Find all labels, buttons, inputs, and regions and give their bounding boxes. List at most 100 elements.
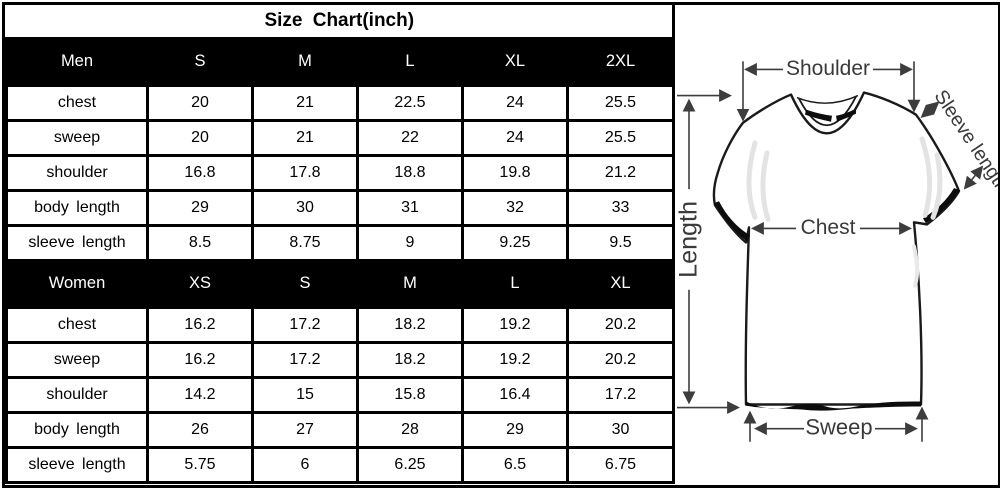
group-label-men: Men: [5, 36, 149, 87]
value-cell: 14.2: [146, 375, 254, 414]
value-cell: 25.5: [566, 83, 675, 122]
sleeve-length-arrow-bottom: [963, 165, 984, 190]
table-row: sleeve length 8.5 8.75 9 9.25 9.5: [5, 223, 675, 262]
size-header-cell: M: [251, 36, 359, 87]
table-row: chest 16.2 17.2 18.2 19.2 20.2: [5, 305, 675, 344]
value-cell: 19.8: [461, 153, 569, 192]
value-cell: 5.75: [146, 445, 254, 484]
value-cell: 24: [461, 118, 569, 157]
value-cell: 27: [251, 410, 359, 449]
row-label-cell: shoulder: [5, 375, 149, 414]
value-cell: 9.5: [566, 223, 675, 262]
value-cell: 21: [251, 118, 359, 157]
wrinkle-line: [912, 244, 920, 288]
hem-accent: [746, 401, 921, 411]
left-cuff-accent: [714, 201, 750, 242]
sweep-label: Sweep: [805, 414, 872, 439]
size-chart-table: Size Chart(inch) Men S M L XL 2XL chest …: [5, 5, 675, 484]
wrinkle-line: [760, 150, 771, 222]
size-header-cell: S: [146, 36, 254, 87]
row-label-cell: shoulder: [5, 153, 149, 192]
value-cell: 17.2: [251, 340, 359, 379]
value-cell: 25.5: [566, 118, 675, 157]
table-row: sweep 20 21 22 24 25.5: [5, 118, 675, 157]
sweep-measure: Sweep: [743, 406, 929, 442]
value-cell: 24: [461, 83, 569, 122]
table-row: body length 29 30 31 32 33: [5, 188, 675, 227]
value-cell: 8.75: [251, 223, 359, 262]
value-cell: 29: [146, 188, 254, 227]
shoulder-label: Shoulder: [786, 57, 870, 80]
tshirt-diagram-svg: Shoulder Sleeve length Length: [675, 57, 998, 442]
table-title-row: Size Chart(inch): [7, 5, 674, 38]
value-cell: 33: [566, 188, 675, 227]
value-cell: 16.2: [146, 340, 254, 379]
value-cell: 21: [251, 83, 359, 122]
men-header-row: Men S M L XL 2XL: [5, 36, 675, 87]
value-cell: 19.2: [461, 305, 569, 344]
value-cell: 31: [356, 188, 464, 227]
row-label-cell: chest: [5, 83, 149, 122]
value-cell: 21.2: [566, 153, 675, 192]
value-cell: 6.5: [461, 445, 569, 484]
value-cell: 18.8: [356, 153, 464, 192]
chest-measure: Chest: [751, 216, 912, 239]
wrinkle-line: [930, 152, 943, 220]
row-label-cell: sleeve length: [5, 223, 149, 262]
value-cell: 28: [356, 410, 464, 449]
wrinkle-line: [919, 136, 933, 218]
size-header-cell: L: [461, 258, 569, 309]
sleeve-length-arrow-top: [920, 101, 940, 118]
value-cell: 15.8: [356, 375, 464, 414]
wrinkle-line: [746, 140, 758, 220]
women-header-row: Women XS S M L XL: [5, 258, 675, 309]
collar-back-line: [796, 94, 859, 104]
row-label-cell: body length: [5, 410, 149, 449]
value-cell: 26: [146, 410, 254, 449]
value-cell: 6: [251, 445, 359, 484]
chest-label: Chest: [801, 216, 856, 239]
value-cell: 16.8: [146, 153, 254, 192]
row-label-cell: sweep: [5, 118, 149, 157]
value-cell: 16.2: [146, 305, 254, 344]
tshirt-illustration: [712, 91, 961, 411]
value-cell: 18.2: [356, 305, 464, 344]
size-header-cell: XS: [146, 258, 254, 309]
table-row: shoulder 16.8 17.8 18.8 19.8 21.2: [5, 153, 675, 192]
size-header-cell: M: [356, 258, 464, 309]
table-row: shoulder 14.2 15 15.8 16.4 17.2: [5, 375, 675, 414]
size-header-cell: L: [356, 36, 464, 87]
value-cell: 30: [566, 410, 675, 449]
collar-shadow-left: [805, 109, 832, 122]
group-label-women: Women: [5, 258, 149, 309]
size-header-cell: S: [251, 258, 359, 309]
value-cell: 20: [146, 118, 254, 157]
size-header-cell: XL: [566, 258, 675, 309]
table-row: sweep 16.2 17.2 18.2 19.2 20.2: [5, 340, 675, 379]
collar-inner-arc: [798, 96, 857, 127]
row-label-cell: body length: [5, 188, 149, 227]
length-measure: Length: [675, 89, 740, 414]
value-cell: 18.2: [356, 340, 464, 379]
value-cell: 30: [251, 188, 359, 227]
value-cell: 22: [356, 118, 464, 157]
value-cell: 8.5: [146, 223, 254, 262]
size-header-cell: 2XL: [566, 36, 675, 87]
row-label-cell: chest: [5, 305, 149, 344]
table-title: Size Chart(inch): [264, 9, 415, 31]
value-cell: 17.8: [251, 153, 359, 192]
table-row: chest 20 21 22.5 24 25.5: [5, 83, 675, 122]
length-label: Length: [675, 201, 703, 278]
value-cell: 16.4: [461, 375, 569, 414]
value-cell: 17.2: [566, 375, 675, 414]
value-cell: 20.2: [566, 340, 675, 379]
value-cell: 17.2: [251, 305, 359, 344]
value-cell: 32: [461, 188, 569, 227]
tshirt-outline: [712, 91, 961, 406]
value-cell: 9.25: [461, 223, 569, 262]
value-cell: 9: [356, 223, 464, 262]
value-cell: 29: [461, 410, 569, 449]
value-cell: 6.25: [356, 445, 464, 484]
